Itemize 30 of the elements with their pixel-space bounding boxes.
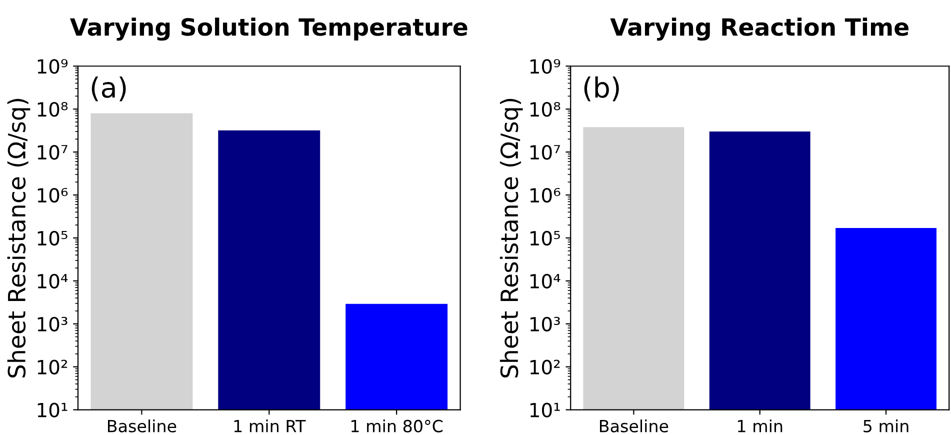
y-tick-label: 10⁸ [38,102,68,117]
annotation: (b) [584,76,619,102]
y-tick-label: 10⁶ [38,188,68,203]
y-tick-label: 10³ [38,316,68,332]
y-tick-label: 10⁹ [530,59,560,74]
x-tick-label: 1 min 80°C [351,419,443,432]
y-tick-label: 10² [38,360,68,374]
y-tick-label: 10² [530,360,560,374]
x-tick-label: 1 min [738,419,782,432]
chart-title: Varying Solution Temperature [70,18,468,41]
x-tick-label: Baseline [600,419,668,432]
y-tick-label: 10³ [530,316,560,332]
chart-title: Varying Reaction Time [610,18,908,41]
x-tick-label: 1 min RT [234,419,306,432]
y-tick-label: 10⁵ [38,230,68,246]
x-tick-label: 5 min [864,419,908,432]
annotation: (a) [92,76,126,102]
y-tick-label: 10⁸ [530,102,560,117]
y-tick-label: 10¹ [530,402,560,418]
y-axis-title: Sheet Resistance (Ω/sq) [500,98,523,378]
y-tick-label: 10⁶ [530,188,560,203]
y-tick-label: 10⁴ [38,274,68,289]
y-tick-label: 10⁷ [530,144,560,160]
y-axis-title: Sheet Resistance (Ω/sq) [7,98,30,378]
y-tick-label: 10¹ [38,402,68,418]
y-tick-label: 10⁵ [530,230,560,246]
y-tick-label: 10⁴ [530,274,560,289]
x-tick-label: Baseline [108,419,176,432]
y-tick-label: 10⁹ [38,59,68,74]
y-tick-label: 10⁷ [38,144,68,160]
